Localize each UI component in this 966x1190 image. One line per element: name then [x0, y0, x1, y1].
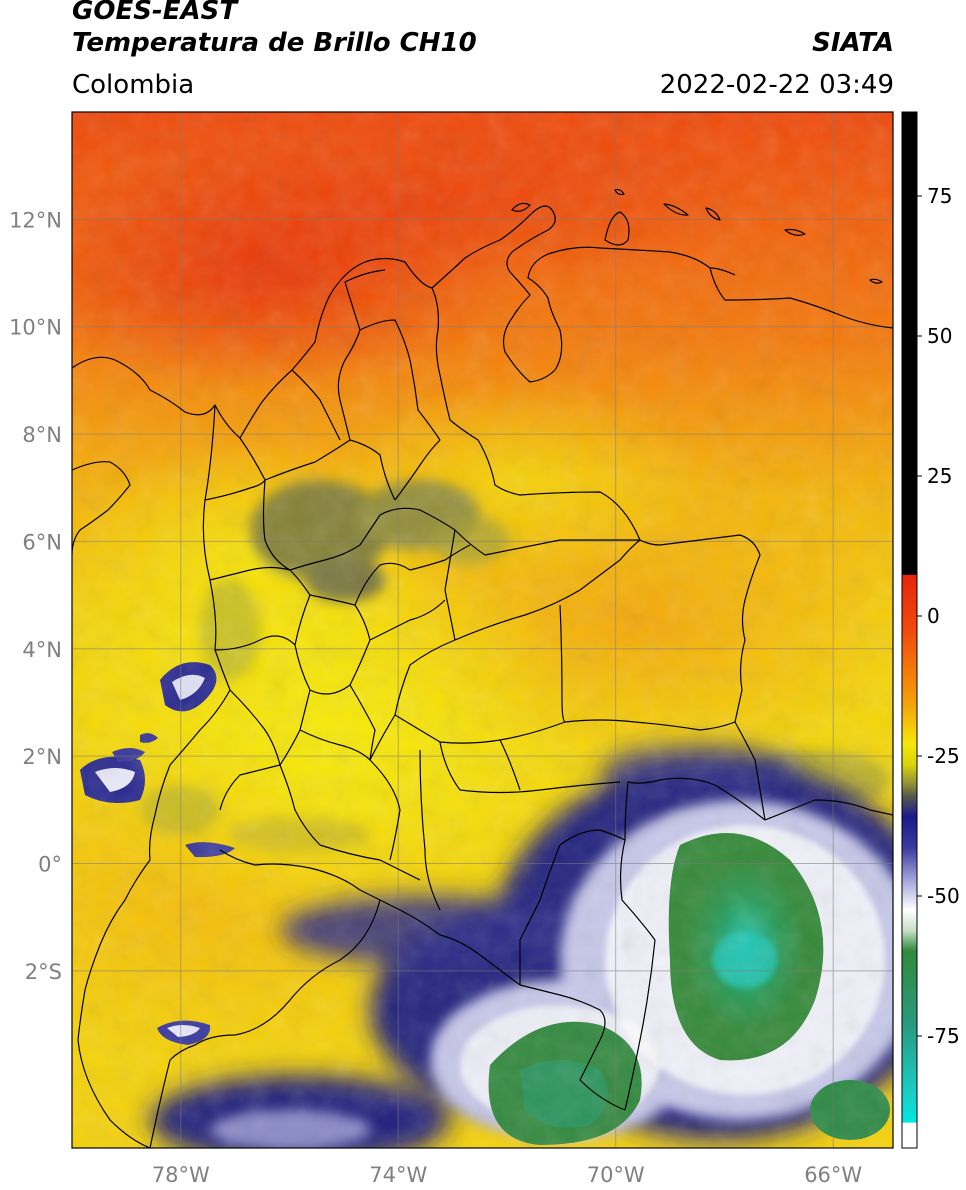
latitude-tick-label: 0° [38, 853, 62, 877]
datetime-label: 2022-02-22 03:49 [659, 70, 894, 100]
colorbar-scale [902, 112, 917, 1148]
colorbar-tick-label: 0 [927, 604, 940, 628]
satellite-title: GOES-EAST [72, 0, 238, 26]
gridlines [72, 112, 893, 1148]
latitude-labels: 12°N 10°N 8°N 6°N 4°N 2°N 0° 2°S [9, 208, 62, 984]
temperature-field [72, 112, 893, 1148]
colorbar-tick-label: 75 [927, 184, 952, 208]
colorbar-tick-label: 25 [927, 464, 952, 488]
colorbar-labels: 75 50 25 0 -25 -50 -75 [917, 184, 960, 1048]
product-title: Temperatura de Brillo CH10 [72, 28, 477, 58]
organization-label: SIATA [812, 28, 894, 58]
longitude-tick-label: 66°W [804, 1163, 862, 1187]
colorbar-tick-label: 50 [927, 324, 952, 348]
colorbar-frame [901, 111, 918, 1149]
latitude-tick-label: 10°N [9, 316, 62, 340]
longitude-tick-label: 78°W [152, 1163, 210, 1187]
latitude-tick-label: 2°N [22, 745, 62, 769]
colorbar-tick-label: -50 [927, 884, 960, 908]
colorbar: 75 50 25 0 -25 -50 -75 [901, 111, 960, 1149]
longitude-tick-label: 70°W [587, 1163, 645, 1187]
latitude-tick-label: 2°S [25, 960, 62, 984]
latitude-tick-label: 6°N [22, 530, 62, 554]
longitude-tick-label: 74°W [369, 1163, 427, 1187]
latitude-tick-label: 12°N [9, 208, 62, 232]
colorbar-tick-label: -75 [927, 1024, 960, 1048]
colorbar-tick-label: -25 [927, 744, 960, 768]
region-label: Colombia [72, 70, 195, 100]
latitude-tick-label: 8°N [22, 423, 62, 447]
map-frame [71, 111, 894, 1149]
longitude-labels: 78°W 74°W 70°W 66°W [152, 1163, 863, 1187]
latitude-tick-label: 4°N [22, 638, 62, 662]
boundaries [72, 188, 893, 1148]
